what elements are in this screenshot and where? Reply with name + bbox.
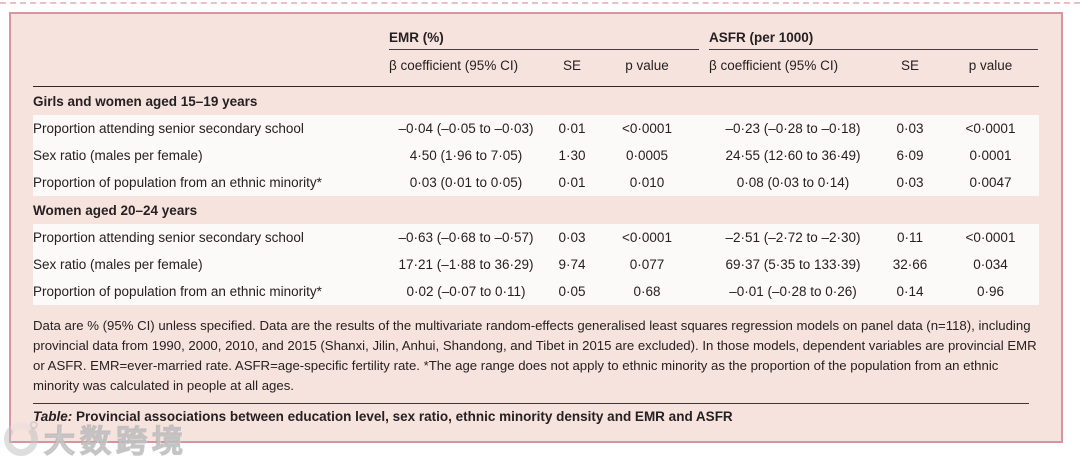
group-header-emr: EMR (%) (389, 30, 699, 50)
table-row: Proportion attending senior secondary sc… (33, 115, 1039, 142)
cell-asfr-beta: 24·55 (12·60 to 36·49) (725, 148, 861, 163)
cell-emr-se: 0·05 (558, 284, 586, 299)
cell-asfr-se: 0·11 (896, 230, 924, 245)
cell-emr-p: 0·077 (629, 257, 665, 272)
cell-emr-se: 0·03 (558, 230, 586, 245)
table-caption: Table: Provincial associations between e… (33, 404, 1039, 424)
cell-asfr-beta: 69·37 (5·35 to 133·39) (725, 257, 861, 272)
cell-asfr-p: <0·0001 (965, 230, 1016, 245)
cell-emr-beta: 0·03 (0·01 to 0·05) (409, 175, 523, 190)
subheader-emr-beta: β coefficient (95% CI) (389, 57, 519, 73)
cell-asfr-beta: 0·08 (0·03 to 0·14) (736, 175, 850, 190)
caption-text: Provincial associations between educatio… (72, 409, 733, 424)
cell-asfr-beta: –2·51 (–2·72 to –2·30) (725, 230, 861, 245)
cell-emr-se: 0·01 (558, 175, 586, 190)
cell-row-label: Sex ratio (males per female) (33, 148, 203, 163)
cell-row-label: Proportion of population from an ethnic … (33, 175, 322, 190)
section-header: Women aged 20–24 years (33, 202, 198, 218)
cell-emr-beta: –0·63 (–0·68 to –0·57) (398, 230, 534, 245)
table-row: Proportion attending senior secondary sc… (33, 224, 1039, 251)
group-header-asfr: ASFR (per 1000) (709, 30, 1038, 50)
cell-asfr-se: 0·03 (896, 121, 924, 136)
cell-row-label: Proportion attending senior secondary sc… (33, 121, 304, 136)
cell-asfr-p: 0·0001 (969, 148, 1012, 163)
page-top-divider (0, 2, 1080, 4)
cell-asfr-se: 0·03 (896, 175, 924, 190)
cell-asfr-se: 0·14 (896, 284, 924, 299)
cell-emr-beta: 0·02 (–0·07 to 0·11) (406, 284, 526, 299)
cell-emr-p: 0·0005 (625, 148, 669, 163)
cell-emr-p: <0·0001 (622, 121, 672, 136)
lancet-table: EMR (%) ASFR (per 1000) β coefficient (9… (9, 12, 1063, 443)
column-group-header-row: EMR (%) ASFR (per 1000) (33, 14, 1039, 50)
subheader-asfr-beta: β coefficient (95% CI) (709, 57, 839, 73)
table-row: Sex ratio (males per female) 4·50 (1·96 … (33, 142, 1039, 169)
cell-asfr-p: 0·96 (976, 284, 1005, 299)
subheader-asfr-p: p value (968, 57, 1013, 73)
table-row: Proportion of population from an ethnic … (33, 169, 1039, 196)
cell-asfr-beta: –0·01 (–0·28 to 0·26) (729, 284, 857, 299)
cell-row-label: Sex ratio (males per female) (33, 257, 203, 272)
cell-asfr-p: 0·0047 (969, 175, 1012, 190)
cell-row-label: Proportion of population from an ethnic … (33, 284, 322, 299)
column-subheader-row: β coefficient (95% CI) SE p value β coef… (33, 50, 1039, 80)
caption-rule (33, 403, 1029, 404)
cell-asfr-se: 6·09 (896, 148, 924, 163)
section-rows: Proportion attending senior secondary sc… (33, 224, 1039, 305)
header-rule (33, 86, 1039, 87)
cell-emr-beta: 4·50 (1·96 to 7·05) (409, 148, 523, 163)
section-rows: Proportion attending senior secondary sc… (33, 115, 1039, 196)
section-20-24: Women aged 20–24 years Proportion attend… (33, 196, 1039, 305)
table-footnote: Data are % (95% CI) unless specified. Da… (33, 318, 1037, 393)
cell-emr-p: <0·0001 (622, 230, 672, 245)
cell-emr-beta: –0·04 (–0·05 to –0·03) (398, 121, 534, 136)
table-row: Proportion of population from an ethnic … (33, 278, 1039, 305)
subheader-emr-p: p value (625, 57, 669, 73)
subheader-asfr-se: SE (900, 57, 919, 73)
cell-row-label: Proportion attending senior secondary sc… (33, 230, 304, 245)
caption-label: Table: (33, 409, 73, 424)
cell-emr-p: 0·010 (629, 175, 665, 190)
cell-emr-se: 1·30 (558, 148, 586, 163)
cell-asfr-se: 32·66 (892, 257, 928, 272)
table-row: Sex ratio (males per female) 17·21 (–1·8… (33, 251, 1039, 278)
cell-emr-se: 9·74 (558, 257, 586, 272)
cell-asfr-beta: –0·23 (–0·28 to –0·18) (725, 121, 861, 136)
cell-asfr-p: <0·0001 (965, 121, 1016, 136)
subheader-emr-se: SE (562, 57, 581, 73)
cell-asfr-p: 0·034 (973, 257, 1008, 272)
section-15-19: Girls and women aged 15–19 years Proport… (33, 87, 1039, 196)
cell-emr-beta: 17·21 (–1·88 to 36·29) (398, 257, 534, 272)
cell-emr-se: 0·01 (558, 121, 586, 136)
cell-emr-p: 0·68 (633, 284, 661, 299)
section-header: Girls and women aged 15–19 years (33, 93, 258, 109)
